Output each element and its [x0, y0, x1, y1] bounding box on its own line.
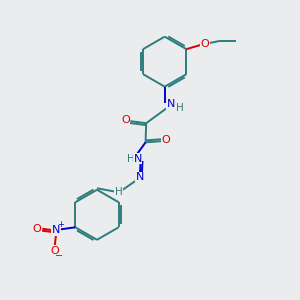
Text: O: O [162, 135, 171, 145]
Text: N: N [134, 154, 142, 164]
Text: N: N [52, 225, 60, 235]
Text: N: N [167, 99, 176, 110]
Text: H: H [115, 187, 123, 197]
Text: +: + [57, 220, 64, 230]
Text: H: H [127, 154, 135, 164]
Text: N: N [136, 172, 144, 182]
Text: O: O [200, 39, 209, 49]
Text: H: H [176, 103, 183, 113]
Text: O: O [50, 246, 59, 256]
Text: O: O [121, 115, 130, 125]
Text: O: O [33, 224, 41, 234]
Text: −: − [55, 251, 63, 261]
